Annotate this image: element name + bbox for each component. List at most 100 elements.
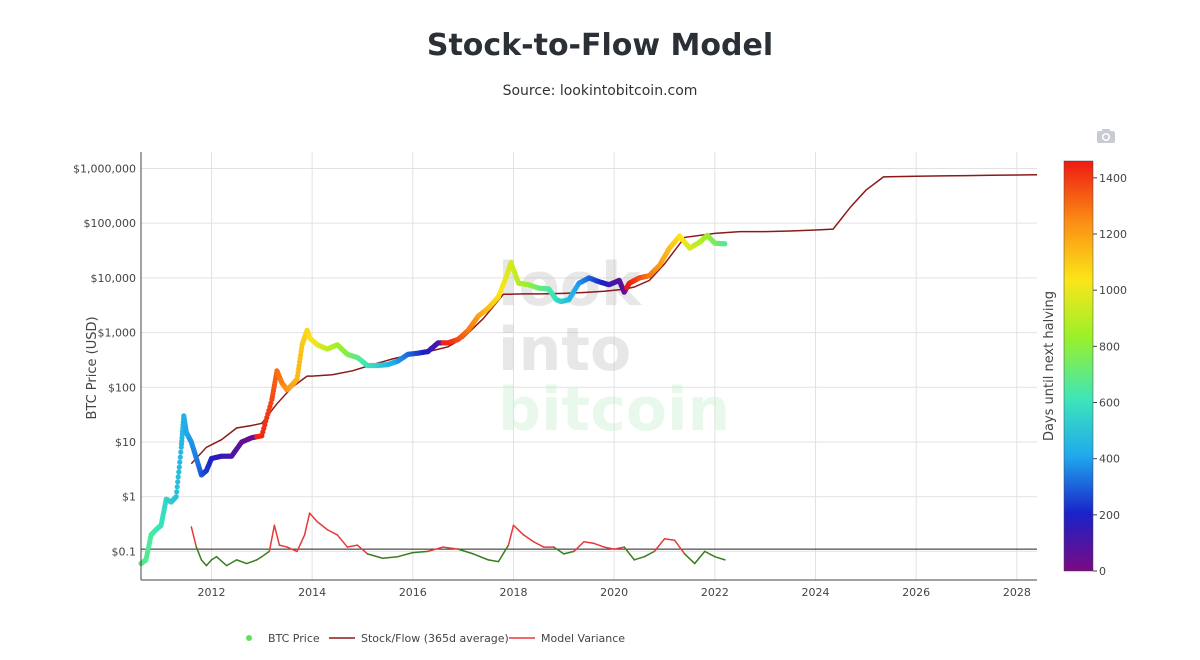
colorbar-tick-label: 800 — [1099, 340, 1120, 353]
btc-price-point — [175, 479, 181, 485]
colorbar-tick-label: 400 — [1099, 453, 1120, 466]
variance-segment — [336, 534, 349, 548]
variance-segment — [472, 553, 490, 561]
btc-price-point — [177, 459, 183, 465]
variance-segment — [457, 548, 474, 555]
legend-label-stock-flow: Stock/Flow (365d average) — [361, 632, 509, 645]
btc-price-point — [722, 241, 728, 247]
y-tick-label: $1,000,000 — [73, 162, 136, 175]
variance-segment — [563, 550, 575, 555]
colorbar-tick-label: 200 — [1099, 509, 1120, 522]
variance-segment — [412, 550, 429, 554]
variance-segment — [273, 524, 281, 546]
legend[interactable]: BTC Price Stock/Flow (365d average) Mode… — [246, 632, 625, 645]
variance-segment — [532, 541, 545, 548]
lookintobitcoin-watermark: look into bitcoin — [498, 250, 730, 445]
x-tick-label: 2016 — [399, 586, 427, 599]
x-tick-label: 2020 — [600, 586, 628, 599]
colorbar-tick-label: 1200 — [1099, 228, 1127, 241]
variance-segment — [303, 512, 311, 536]
variance-segment — [286, 546, 298, 553]
variance-segment — [346, 544, 359, 548]
stock-flow-line — [190, 173, 1038, 465]
colorbar-tick-label: 1400 — [1099, 172, 1127, 185]
variance-segment — [215, 555, 228, 567]
variance-segment — [653, 538, 666, 553]
variance-segment — [603, 546, 615, 550]
variance-segment — [522, 534, 535, 543]
y-axis-title: BTC Price (USD) — [85, 316, 100, 419]
variance-segment — [326, 528, 339, 536]
y-tick-label: $10,000 — [91, 272, 137, 285]
variance-segment — [593, 542, 605, 548]
btc-price-point — [176, 464, 182, 470]
y-tick-label: $10 — [115, 436, 136, 449]
variance-segment — [225, 559, 238, 567]
variance-segment — [623, 546, 636, 561]
variance-segment — [381, 555, 399, 559]
variance-segment — [583, 541, 595, 545]
variance-segment — [613, 546, 625, 550]
variance-segment — [316, 520, 328, 531]
legend-marker-btc-price — [246, 635, 252, 641]
x-tick-label: 2012 — [197, 586, 225, 599]
variance-segment — [704, 550, 716, 558]
x-tick-label: 2028 — [1003, 586, 1031, 599]
legend-label-variance: Model Variance — [541, 632, 625, 645]
variance-segment — [693, 550, 706, 565]
variance-segment — [296, 534, 306, 553]
colorbar-title: Days until next halving — [1042, 291, 1057, 441]
x-tick-label: 2022 — [701, 586, 729, 599]
btc-price-point — [178, 449, 184, 455]
chart-subtitle: Source: lookintobitcoin.com — [502, 83, 698, 99]
variance-segment — [308, 512, 318, 523]
colorbar-tick-label: 0 — [1099, 565, 1106, 578]
y-tick-label: $100,000 — [84, 217, 137, 230]
variance-segment — [633, 555, 646, 561]
watermark-line2: into — [498, 315, 631, 385]
y-tick-label: $1 — [122, 491, 136, 504]
btc-price-point — [174, 489, 180, 495]
variance-segment — [268, 524, 276, 553]
btc-price-point — [176, 469, 182, 475]
variance-segment — [356, 544, 369, 555]
axes: 2012 2014 2016 2018 2020 2022 2024 2026 2028 $0.1… — [73, 152, 1037, 599]
camera-icon[interactable] — [1096, 128, 1116, 144]
legend-item-stock-flow[interactable]: Stock/Flow (365d average) — [329, 632, 509, 645]
variance-segment — [663, 538, 676, 541]
colorbar-tick-label: 600 — [1099, 397, 1120, 410]
legend-label-btc-price: BTC Price — [268, 632, 320, 645]
y-tick-label: $0.1 — [112, 545, 137, 558]
y-tick-label: $100 — [108, 381, 136, 394]
colorbar-ticks: 0 200 400 600 800 1000 1200 1400 — [1093, 172, 1127, 578]
variance-segment — [442, 546, 459, 550]
variance-segment — [427, 546, 444, 553]
variance-segment — [553, 546, 565, 555]
variance-segment — [256, 555, 263, 561]
x-tick-label: 2026 — [902, 586, 930, 599]
x-tick-label: 2018 — [499, 586, 527, 599]
btc-price-point — [174, 484, 180, 490]
colorbar-gradient — [1063, 160, 1094, 572]
variance-segment — [190, 526, 198, 548]
watermark-line3: bitcoin — [498, 375, 730, 445]
variance-segment — [366, 553, 384, 559]
grid — [141, 152, 1037, 580]
variance-segment — [507, 524, 515, 546]
btc-price-point — [173, 494, 179, 500]
variance-segment — [396, 551, 414, 558]
variance-segment — [200, 559, 208, 567]
x-tick-label: 2014 — [298, 586, 326, 599]
legend-item-variance[interactable]: Model Variance — [509, 632, 625, 645]
variance-segment — [205, 559, 213, 567]
variance-segment — [573, 541, 585, 553]
variance-segment — [195, 546, 203, 561]
colorbar: 0 200 400 600 800 1000 1200 1400 Days until nex… — [1042, 160, 1127, 578]
variance-segment — [512, 524, 525, 536]
colorbar-tick-label: 1000 — [1099, 284, 1127, 297]
variance-segment — [673, 539, 686, 555]
variance-segment — [261, 550, 271, 558]
legend-item-btc-price[interactable]: BTC Price — [246, 632, 320, 645]
variance-segment — [278, 544, 288, 548]
